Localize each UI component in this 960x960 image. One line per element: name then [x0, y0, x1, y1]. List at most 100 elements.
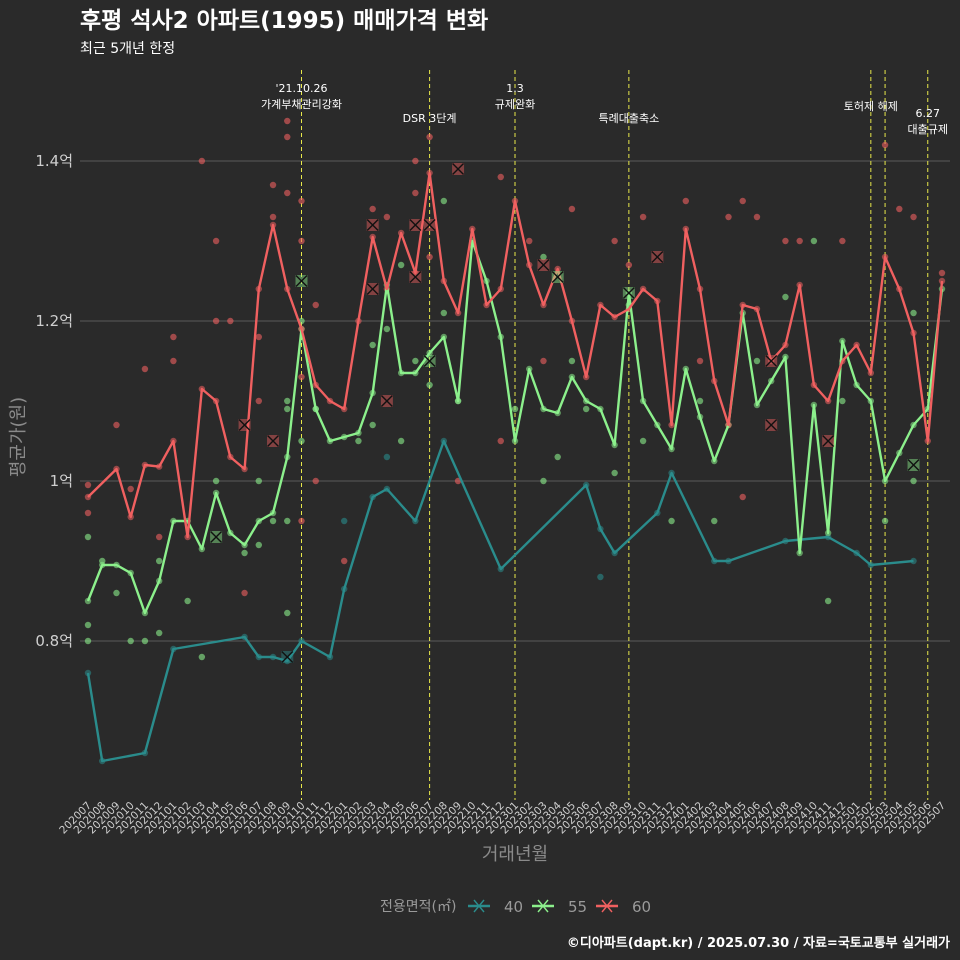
data-point-55: [355, 437, 362, 445]
x-marker-55: [622, 287, 635, 299]
x-marker-60: [822, 435, 835, 447]
legend-x: [473, 899, 485, 913]
y-tick-label: 1.2억: [35, 312, 73, 330]
event-label: DSR 3단계: [403, 112, 457, 125]
x-marker-60: [409, 271, 422, 283]
data-point-60: [739, 197, 746, 205]
data-point-40: [383, 453, 391, 461]
data-point-55: [155, 557, 163, 565]
event-label: 토허제 해제: [844, 99, 898, 113]
data-point-55: [440, 197, 448, 205]
data-point-55: [511, 405, 519, 413]
data-point-60: [212, 237, 220, 245]
x-marker-stroke: [295, 275, 308, 287]
data-point-55: [711, 517, 718, 525]
data-point-55: [668, 517, 675, 525]
x-marker-stroke: [822, 435, 835, 447]
data-point-60: [796, 237, 803, 245]
data-point-55: [810, 237, 818, 245]
data-point-55: [255, 541, 262, 549]
data-point-55: [782, 293, 789, 301]
data-point-60: [298, 237, 305, 245]
footer-caption: ©디아파트(dapt.kr) / 2025.07.30 / 자료=국토교통부 실…: [567, 935, 950, 951]
data-point-55: [155, 629, 163, 637]
data-point-60: [412, 189, 419, 197]
legend-label: 60: [632, 898, 651, 916]
data-point-60: [753, 213, 761, 221]
data-point-60: [127, 485, 134, 493]
x-marker-stroke: [380, 395, 393, 407]
data-point-55: [412, 357, 419, 365]
data-point-55: [426, 381, 433, 389]
data-point-60: [141, 365, 149, 373]
event-label: 대출규제: [908, 123, 948, 136]
data-point-55: [141, 637, 149, 645]
x-marker-55: [423, 355, 436, 367]
data-point-55: [540, 477, 547, 485]
x-marker-stroke: [423, 355, 436, 367]
data-point-60: [896, 205, 903, 213]
data-point-60: [426, 253, 433, 261]
y-tick-label: 0.8억: [35, 632, 73, 650]
data-point-55: [910, 477, 917, 485]
data-point-55: [568, 357, 576, 365]
data-point-60: [938, 269, 946, 277]
x-marker-stroke: [409, 271, 422, 283]
data-point-60: [639, 213, 647, 221]
data-point-55: [284, 609, 291, 617]
data-point-55: [127, 637, 134, 645]
x-marker-stroke: [765, 419, 778, 431]
data-point-60: [284, 117, 291, 125]
data-point-60: [298, 517, 305, 525]
data-point-60: [497, 173, 504, 181]
data-point-60: [298, 373, 305, 381]
data-point-60: [839, 237, 846, 245]
data-point-60: [782, 237, 789, 245]
data-point-60: [155, 533, 163, 541]
data-point-40: [597, 573, 604, 581]
event-label: 1.3: [506, 82, 524, 95]
data-point-55: [383, 325, 391, 333]
legend-x: [537, 899, 549, 913]
data-point-55: [753, 357, 761, 365]
line-layer: [86, 171, 944, 763]
data-point-55: [440, 309, 448, 317]
data-point-60: [298, 197, 305, 205]
data-point-60: [341, 557, 348, 565]
data-point-55: [198, 653, 206, 661]
x-marker-stroke: [651, 251, 664, 263]
x-marker-55: [907, 459, 920, 471]
series-line-55: [86, 239, 944, 615]
data-point-55: [696, 397, 704, 405]
data-point-55: [369, 341, 376, 349]
x-marker-stroke: [238, 419, 251, 431]
y-axis-title: 평균가(원): [8, 397, 29, 477]
data-point-60: [369, 205, 376, 213]
data-point-60: [312, 301, 319, 309]
x-marker-stroke: [210, 531, 223, 543]
x-marker-60: [380, 395, 393, 407]
data-point-60: [284, 133, 291, 141]
data-point-55: [839, 397, 846, 405]
data-point-60: [540, 357, 547, 365]
data-point-55: [269, 517, 277, 525]
x-marker-55: [551, 271, 564, 283]
x-marker-stroke: [409, 219, 422, 231]
x-marker-60: [651, 251, 664, 263]
data-point-55: [113, 589, 120, 597]
data-point-55: [540, 253, 547, 261]
data-point-60: [284, 189, 291, 197]
x-marker-stroke: [622, 287, 635, 299]
data-point-60: [198, 157, 206, 165]
legend-item-55: 55: [532, 898, 587, 916]
data-point-60: [881, 141, 889, 149]
data-point-60: [725, 213, 732, 221]
data-point-55: [554, 453, 561, 461]
data-point-60: [526, 237, 533, 245]
data-point-60: [227, 317, 234, 325]
data-point-60: [269, 181, 277, 189]
x-marker-60: [765, 355, 778, 367]
x-marker-stroke: [281, 651, 294, 663]
data-point-55: [397, 261, 405, 269]
data-point-55: [369, 421, 376, 429]
